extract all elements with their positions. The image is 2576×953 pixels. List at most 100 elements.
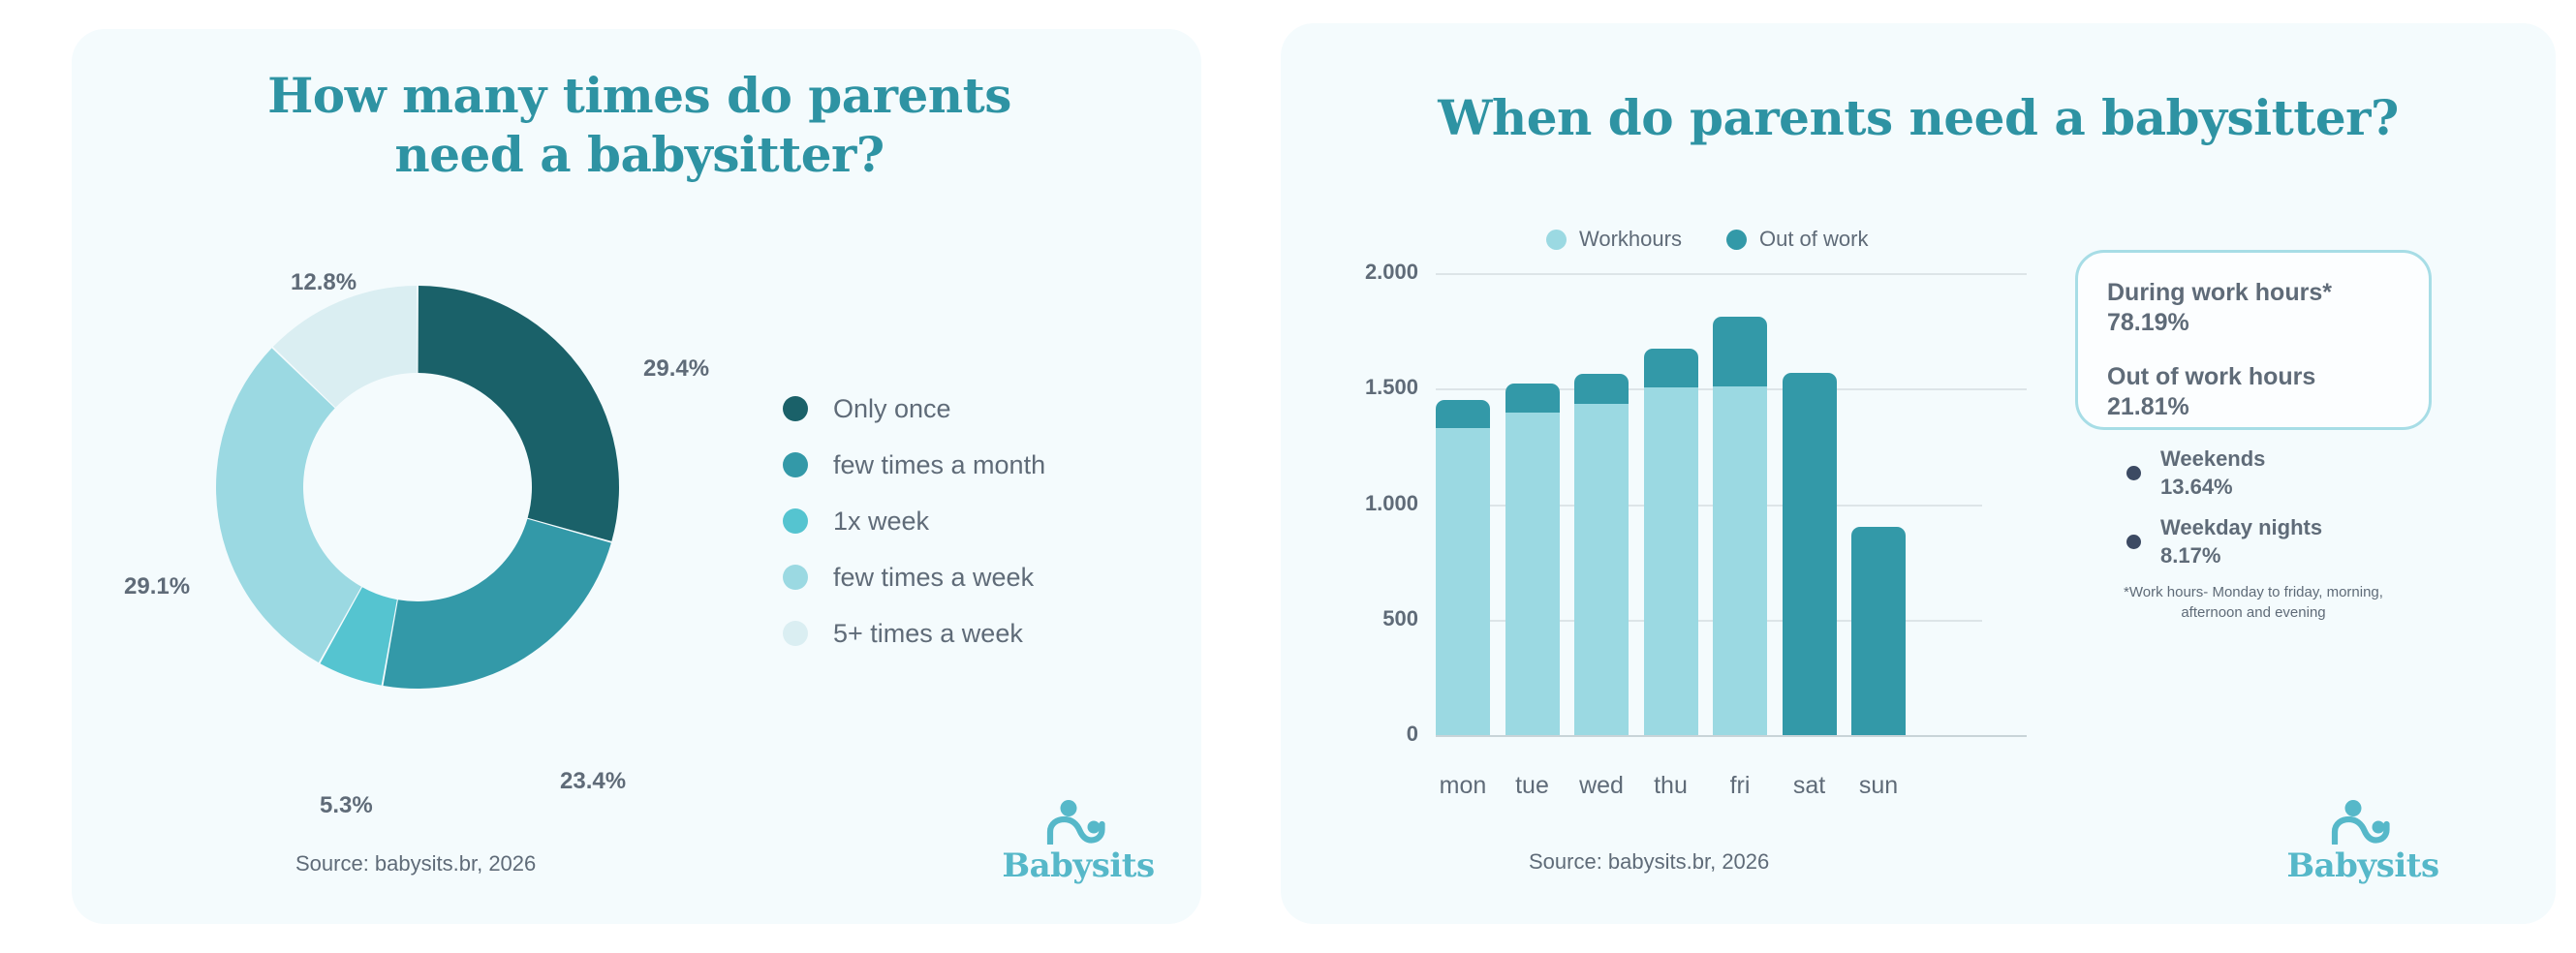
legend-item-few-times-a-week[interactable]: few times a week [783, 549, 1132, 605]
donut-slice-label-3: 29.1% [124, 573, 191, 599]
gridline-2000 [1436, 273, 2027, 275]
legend-item-only-once[interactable]: Only once [783, 381, 1132, 437]
donut-slice-label-4: 12.8% [291, 269, 357, 295]
out-of-work-hours-value: 21.81% [2107, 392, 2189, 420]
x-axis-tick-sun: sun [1858, 772, 1899, 799]
bar-column-mon[interactable] [1436, 273, 1490, 735]
donut-slice-3[interactable] [216, 348, 362, 663]
sub-item-weekday-nights: Weekday nights 8.17% [2126, 514, 2400, 569]
babysits-parent-child-icon [2331, 800, 2390, 845]
sub-item-text: Weekday nights 8.17% [2160, 514, 2322, 569]
out-of-work-hours-title: Out of work hours [2107, 362, 2316, 390]
bar-column-tue[interactable] [1505, 273, 1560, 735]
out-of-work-hours-block: Out of work hours 21.81% [2107, 362, 2400, 423]
babysits-parent-child-icon [1046, 800, 1105, 845]
bar-segment-sat-out-of-work[interactable] [1782, 372, 1837, 735]
x-axis-tick-sat: sat [1792, 772, 1826, 799]
y-axis-tick-500: 500 [1382, 605, 1418, 630]
donut-svg [216, 286, 619, 689]
sub-item-value: 13.64% [2160, 474, 2233, 499]
donut-slice-label-0: 29.4% [643, 355, 710, 382]
bar-column-sat[interactable] [1782, 273, 1837, 735]
donut-legend: Only once few times a month 1x week few … [783, 381, 1132, 661]
bar-chart-legend: Workhours Out of work [1546, 227, 1868, 252]
bar-column-fri[interactable] [1713, 273, 1767, 735]
legend-item-label: 5+ times a week [833, 618, 1023, 648]
during-work-hours-block: During work hours* 78.19% [2107, 278, 2400, 339]
work-hours-info-box: During work hours* 78.19% Out of work ho… [2075, 250, 2432, 621]
legend-color-dot-icon [783, 396, 808, 421]
bar-segment-thu-workhours[interactable] [1643, 387, 1698, 735]
bar-segment-fri-out-of-work[interactable] [1713, 317, 1767, 386]
source-note-right: Source: babysits.br, 2026 [1529, 849, 1770, 874]
info-box-footnote: *Work hours- Monday to friday, morning, … [2107, 583, 2400, 623]
x-axis-tick-tue: tue [1515, 772, 1549, 799]
legend-item-label: few times a month [833, 449, 1046, 479]
sub-item-value: 8.17% [2160, 542, 2221, 568]
sub-item-text: Weekends 13.64% [2160, 446, 2265, 501]
bar-chart-plot-area: 0 500 1.000 1.500 2.000 mon tue wed thu fri sat sun [1365, 260, 2027, 799]
bar-segment-thu-out-of-work[interactable] [1643, 348, 1698, 388]
during-work-hours-title: During work hours* [2107, 279, 2332, 306]
x-axis-tick-wed: wed [1579, 772, 1624, 799]
bar-segment-mon-workhours[interactable] [1436, 427, 1490, 735]
legend-color-dot-icon [1725, 229, 1747, 250]
legend-item-label: 1x week [833, 506, 930, 536]
donut-chart-title-line2: need a babysitter? [394, 126, 885, 183]
y-axis-tick-1500: 1.500 [1364, 375, 1418, 400]
sub-item-label: Weekday nights [2160, 515, 2323, 540]
donut-chart-graphic [209, 279, 626, 695]
legend-item-1x-week[interactable]: 1x week [783, 493, 1132, 549]
bar-segment-wed-workhours[interactable] [1574, 403, 1629, 735]
legend-item-out-of-work[interactable]: Out of work [1725, 227, 1869, 252]
legend-item-label: Out of work [1758, 227, 1869, 251]
bullet-dot-icon [2126, 466, 2141, 481]
x-axis-tick-mon: mon [1439, 772, 1487, 799]
during-work-hours-value: 78.19% [2107, 309, 2189, 337]
bar-column-sun[interactable] [1851, 273, 1906, 735]
x-axis-tick-fri: fri [1729, 772, 1751, 799]
bar-segment-mon-out-of-work[interactable] [1436, 400, 1490, 428]
bar-segment-sun-out-of-work[interactable] [1851, 527, 1906, 735]
donut-slice-2[interactable] [320, 587, 397, 686]
legend-color-dot-icon [783, 621, 808, 646]
y-axis-tick-0: 0 [1406, 722, 1418, 746]
donut-slice-4[interactable] [272, 286, 418, 408]
bar-column-thu[interactable] [1643, 273, 1698, 735]
legend-item-5-plus-times-a-week[interactable]: 5+ times a week [783, 605, 1132, 661]
legend-item-label: Workhours [1579, 227, 1682, 251]
donut-slice-1[interactable] [383, 518, 611, 689]
babysits-logo-left[interactable]: Babysits [996, 800, 1161, 885]
legend-color-dot-icon [1546, 229, 1567, 250]
bar-chart-panel [1281, 23, 2556, 924]
legend-item-label: few times a week [833, 562, 1035, 592]
legend-item-few-times-a-month[interactable]: few times a month [783, 437, 1132, 493]
bar-column-wed[interactable] [1574, 273, 1629, 735]
sub-item-weekends: Weekends 13.64% [2126, 446, 2400, 501]
bar-segment-wed-out-of-work[interactable] [1574, 373, 1629, 404]
bar-segment-fri-workhours[interactable] [1713, 385, 1767, 735]
bar-chart-title: When do parents need a babysitter? [1438, 89, 2399, 146]
gridline-1000 [1436, 504, 1982, 507]
x-axis-baseline [1436, 735, 2027, 737]
legend-color-dot-icon [783, 452, 808, 477]
donut-chart-title: How many times do parents need a babysit… [184, 66, 1095, 184]
legend-item-label: Only once [833, 393, 951, 423]
footnote-line1: *Work hours- Monday to friday, morning, [2124, 584, 2383, 601]
bar-segment-tue-workhours[interactable] [1505, 413, 1560, 735]
donut-slice-label-1: 23.4% [560, 768, 627, 794]
babysits-wordmark: Babysits [1002, 846, 1155, 885]
bar-segment-tue-out-of-work[interactable] [1505, 384, 1560, 414]
y-axis-tick-1000: 1.000 [1364, 490, 1418, 515]
donut-slice-0[interactable] [418, 286, 619, 541]
legend-item-workhours[interactable]: Workhours [1546, 227, 1682, 252]
babysits-logo-right[interactable]: Babysits [2281, 800, 2445, 885]
legend-color-dot-icon [783, 508, 808, 534]
sub-item-label: Weekends [2160, 446, 2266, 471]
legend-color-dot-icon [783, 565, 808, 590]
gridline-500 [1436, 619, 1982, 622]
donut-slice-label-2: 5.3% [320, 792, 373, 818]
footnote-line2: afternoon and evening [2181, 603, 2326, 621]
bullet-dot-icon [2126, 535, 2141, 550]
